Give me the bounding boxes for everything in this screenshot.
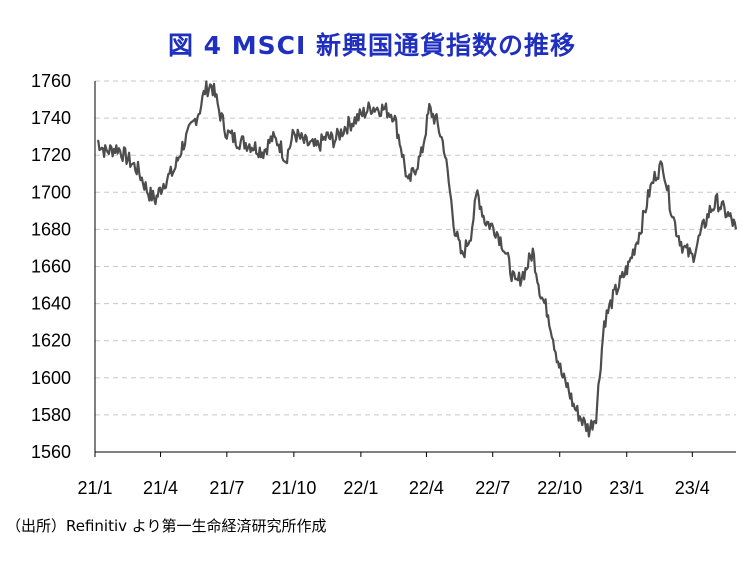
- y-tick-label: 1720: [31, 145, 71, 165]
- y-tick-label: 1760: [31, 71, 71, 91]
- y-axis-ticks: 1560 1580 1600 1620 1640 1660 1680 1700 1720 1740…: [31, 71, 71, 462]
- x-tick-label: 21/7: [209, 478, 244, 498]
- chart-title: 図 4 MSCI 新興国通貨指数の推移: [167, 31, 577, 60]
- y-tick-label: 1580: [31, 405, 71, 425]
- x-tick-label: 21/1: [77, 478, 112, 498]
- y-tick-label: 1620: [31, 331, 71, 351]
- x-tick-label: 21/4: [143, 478, 178, 498]
- line-chart: 1560 1580 1600 1620 1640 1660 1680 1700 1720 1740…: [31, 71, 738, 498]
- series-line: [96, 80, 738, 438]
- x-tick-label: 22/4: [409, 478, 444, 498]
- y-tick-label: 1660: [31, 257, 71, 277]
- x-tick-label: 21/10: [271, 478, 316, 498]
- x-tick-label: 23/4: [675, 478, 710, 498]
- y-tick-label: 1600: [31, 368, 71, 388]
- source-note: （出所）Refinitiv より第一生命経済研究所作成: [6, 517, 327, 535]
- x-tick-label: 22/1: [343, 478, 378, 498]
- x-tick-label: 22/10: [537, 478, 582, 498]
- axes: [94, 81, 736, 453]
- y-tick-label: 1640: [31, 294, 71, 314]
- x-axis-ticks: 21/1 21/4 21/7 21/10 22/1 22/4 22/7 22/10 23/1 23…: [77, 452, 710, 498]
- x-tick-label: 22/7: [475, 478, 510, 498]
- y-tick-label: 1560: [31, 442, 71, 462]
- y-tick-label: 1680: [31, 219, 71, 239]
- series-layer: [96, 80, 738, 438]
- x-tick-label: 23/1: [609, 478, 644, 498]
- y-tick-label: 1700: [31, 182, 71, 202]
- grid-lines: [95, 80, 736, 416]
- y-tick-label: 1740: [31, 108, 71, 128]
